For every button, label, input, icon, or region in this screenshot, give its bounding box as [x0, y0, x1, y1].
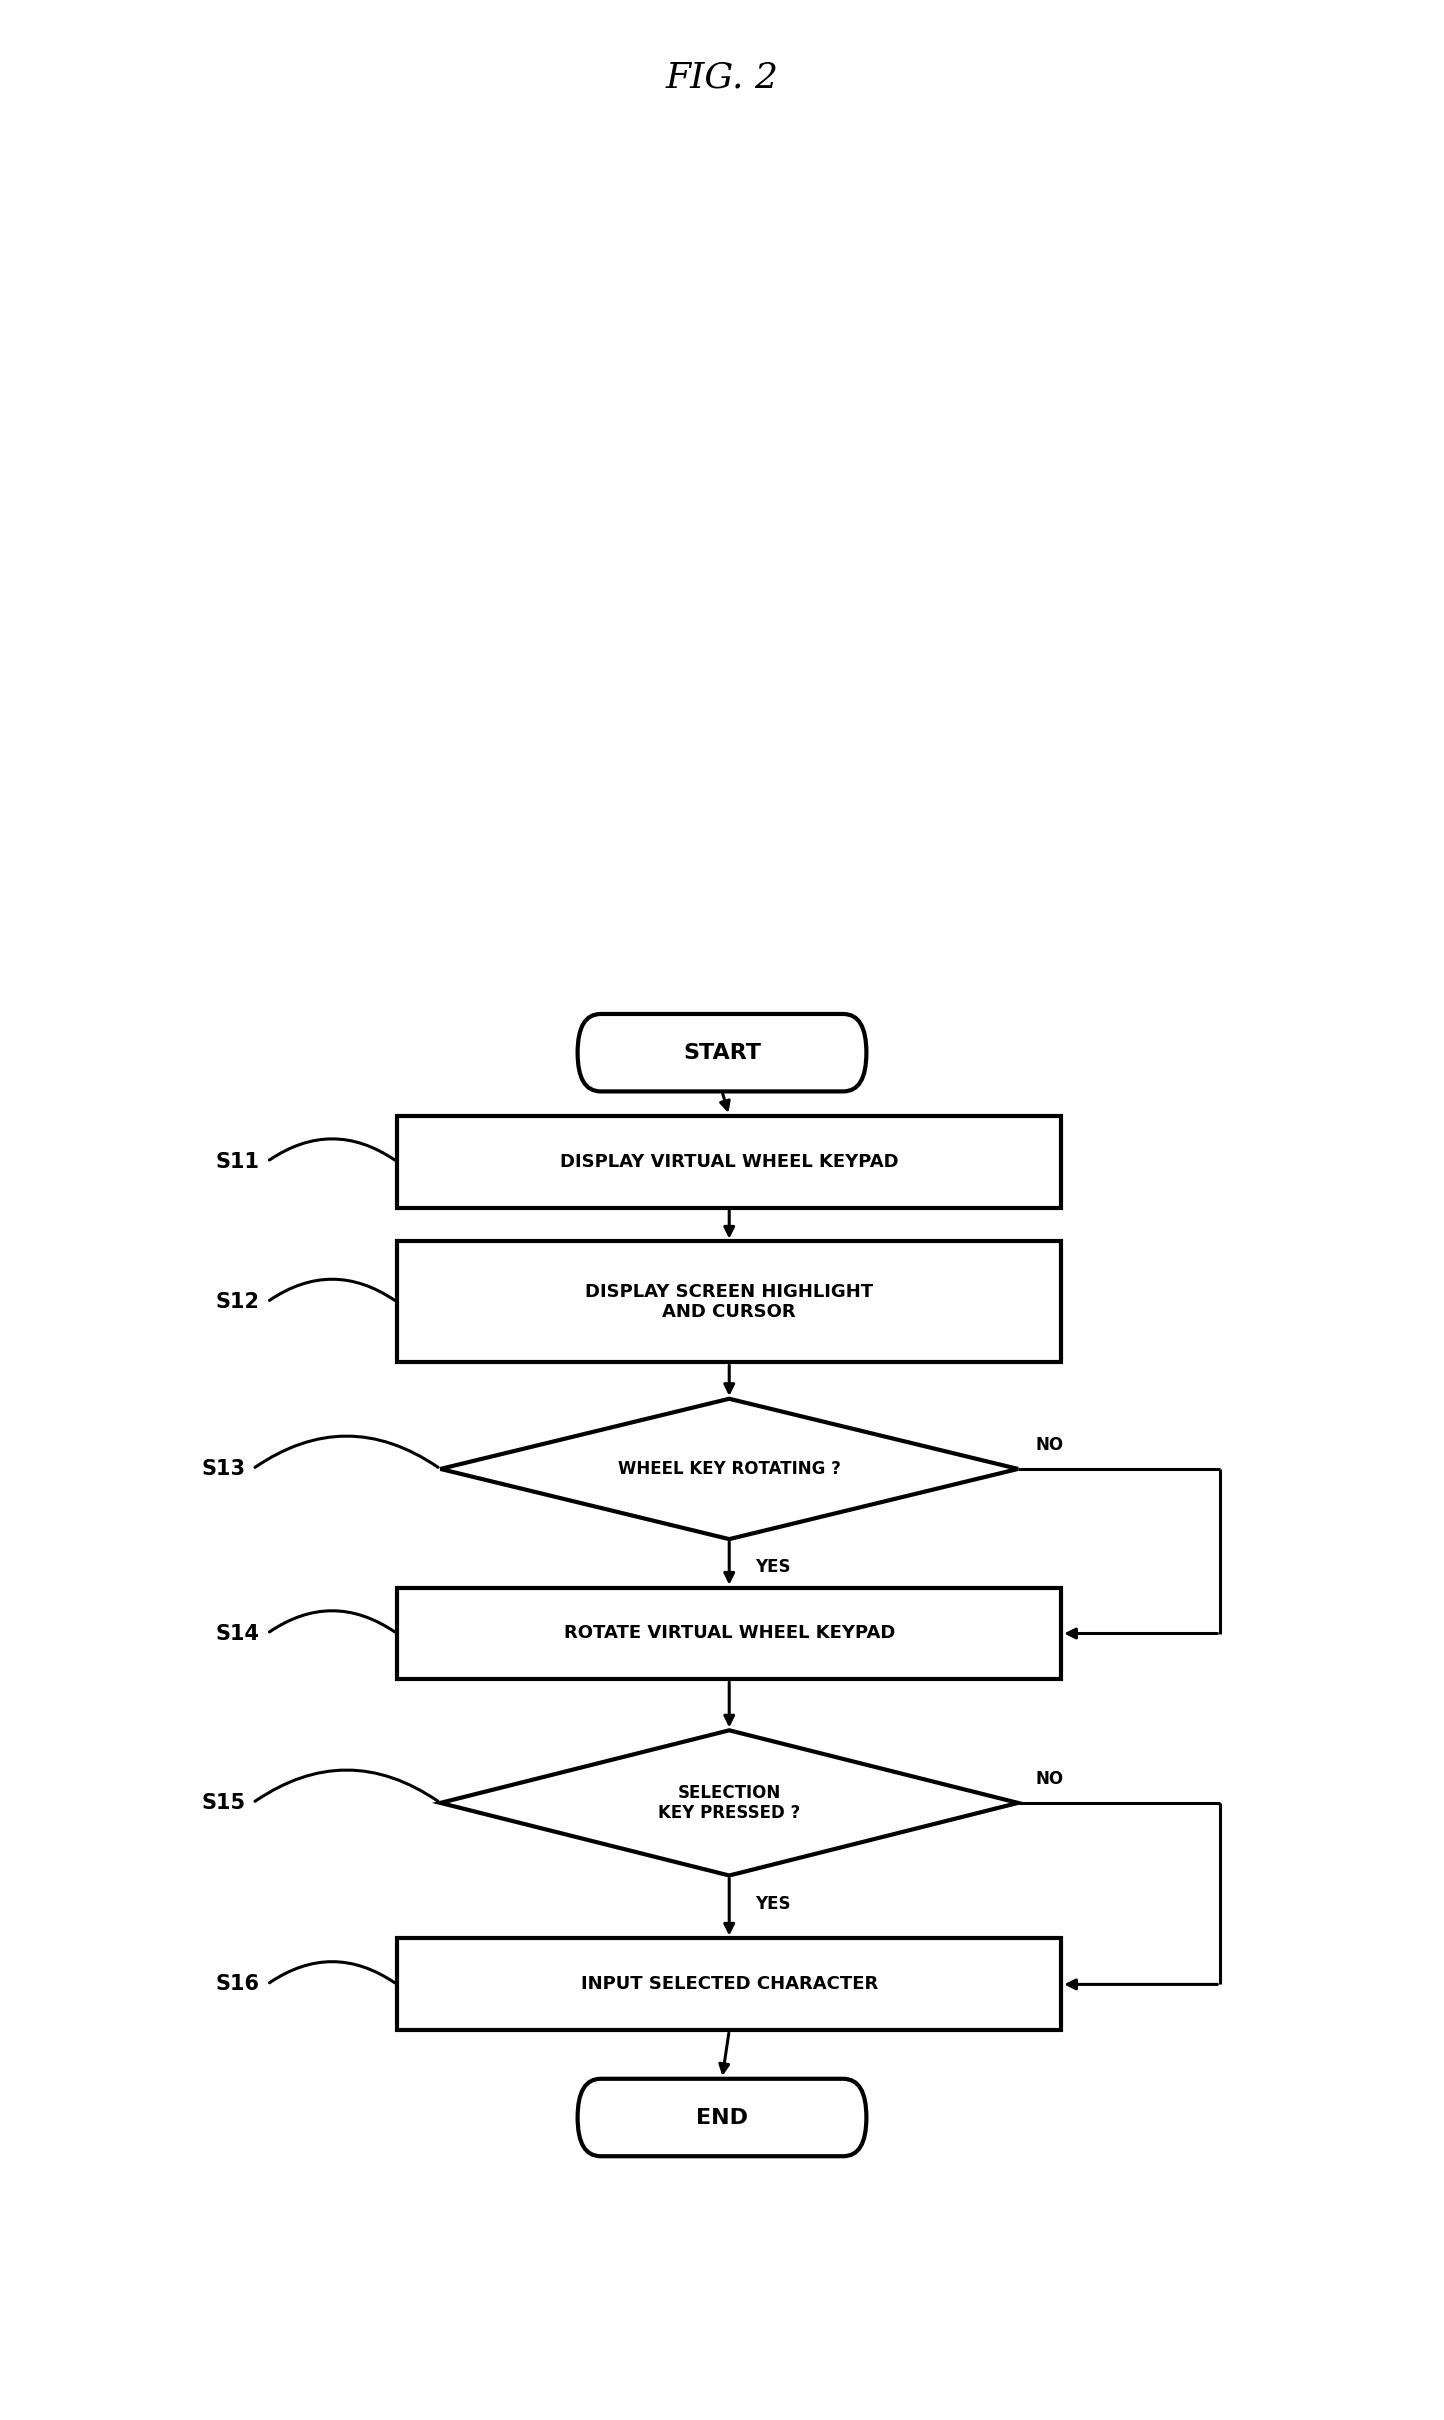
FancyBboxPatch shape — [397, 1588, 1061, 1679]
FancyBboxPatch shape — [397, 1241, 1061, 1362]
Text: S12: S12 — [217, 1292, 260, 1312]
FancyBboxPatch shape — [578, 1014, 866, 1091]
Text: FIG. 2: FIG. 2 — [666, 60, 778, 94]
Text: S16: S16 — [217, 1975, 260, 1994]
Text: S14: S14 — [217, 1624, 260, 1643]
FancyBboxPatch shape — [578, 2079, 866, 2156]
Text: NO: NO — [1035, 1437, 1063, 1454]
Text: NO: NO — [1035, 1771, 1063, 1788]
Text: DISPLAY VIRTUAL WHEEL KEYPAD: DISPLAY VIRTUAL WHEEL KEYPAD — [560, 1152, 898, 1171]
FancyBboxPatch shape — [397, 1938, 1061, 2030]
Text: S15: S15 — [201, 1793, 245, 1813]
Text: DISPLAY SCREEN HIGHLIGHT
AND CURSOR: DISPLAY SCREEN HIGHLIGHT AND CURSOR — [585, 1283, 874, 1321]
Polygon shape — [440, 1730, 1018, 1876]
Text: WHEEL KEY ROTATING ?: WHEEL KEY ROTATING ? — [618, 1459, 840, 1479]
Polygon shape — [440, 1399, 1018, 1539]
FancyBboxPatch shape — [397, 1116, 1061, 1208]
Text: SELECTION
KEY PRESSED ?: SELECTION KEY PRESSED ? — [658, 1784, 800, 1822]
Text: START: START — [683, 1043, 761, 1062]
Text: S13: S13 — [202, 1459, 245, 1479]
Text: S11: S11 — [217, 1152, 260, 1171]
Text: YES: YES — [755, 1558, 791, 1575]
Text: ROTATE VIRTUAL WHEEL KEYPAD: ROTATE VIRTUAL WHEEL KEYPAD — [563, 1624, 895, 1643]
Text: END: END — [696, 2108, 748, 2127]
Text: INPUT SELECTED CHARACTER: INPUT SELECTED CHARACTER — [580, 1975, 878, 1994]
Text: YES: YES — [755, 1895, 791, 1912]
